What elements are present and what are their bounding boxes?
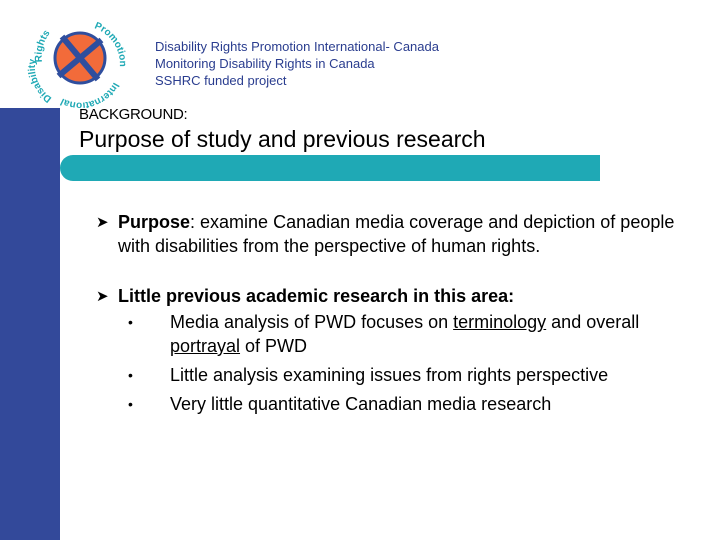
- logo-ring-text-top: Rights: [33, 28, 52, 63]
- sub-text-part: Media analysis of PWD focuses on: [170, 312, 454, 332]
- bullet-dot-icon: •: [128, 396, 133, 412]
- svg-text:International: International: [59, 81, 121, 108]
- sub-text-part: and overall: [546, 312, 640, 332]
- sub-list-item: • Little analysis examining issues from …: [128, 363, 696, 387]
- item-lead: Purpose: [118, 212, 191, 232]
- drpi-logo: Rights Promotion International Disabilit…: [27, 21, 128, 108]
- sub-text: Very little quantitative Canadian media …: [170, 394, 552, 414]
- underlined-term: terminology: [453, 312, 547, 332]
- list-item-purpose: ➤ Purpose: examine Canadian media covera…: [96, 210, 696, 258]
- left-accent-bar: [0, 108, 60, 540]
- arrow-bullet-icon: ➤: [96, 288, 109, 305]
- sub-list-item: • Very little quantitative Canadian medi…: [128, 392, 696, 416]
- header-line-org: Disability Rights Promotion Internationa…: [155, 39, 439, 54]
- sub-list: • Media analysis of PWD focuses on termi…: [128, 310, 696, 416]
- sub-text: Little analysis examining issues from ri…: [170, 365, 609, 385]
- slide-title: Purpose of study and previous research: [79, 126, 486, 152]
- logo-ring-text-bottom: International: [59, 81, 121, 108]
- item-text: : examine Canadian media coverage and de…: [118, 212, 675, 256]
- bullet-dot-icon: •: [128, 314, 133, 330]
- header-line-funding: SSHRC funded project: [155, 73, 287, 88]
- header-line-project: Monitoring Disability Rights in Canada: [155, 56, 375, 71]
- svg-text:Disability: Disability: [27, 58, 54, 104]
- section-label: BACKGROUND:: [79, 106, 188, 123]
- underlined-term: portrayal: [170, 336, 241, 356]
- logo-cross: [56, 34, 104, 82]
- svg-text:Rights: Rights: [33, 28, 52, 63]
- title-underline-bar: [60, 155, 600, 181]
- logo-ring-text-left: Disability: [27, 58, 54, 104]
- list-item-previous-research: ➤ Little previous academic research in t…: [96, 284, 696, 309]
- arrow-bullet-icon: ➤: [96, 214, 109, 231]
- sub-list-item: • Media analysis of PWD focuses on termi…: [128, 310, 696, 358]
- item-lead: Little previous academic research in thi…: [118, 286, 515, 306]
- sub-text-part: of PWD: [240, 336, 308, 356]
- bullet-dot-icon: •: [128, 367, 133, 383]
- slide-content: ➤ Purpose: examine Canadian media covera…: [96, 210, 696, 421]
- header-block: Disability Rights Promotion Internationa…: [155, 38, 439, 89]
